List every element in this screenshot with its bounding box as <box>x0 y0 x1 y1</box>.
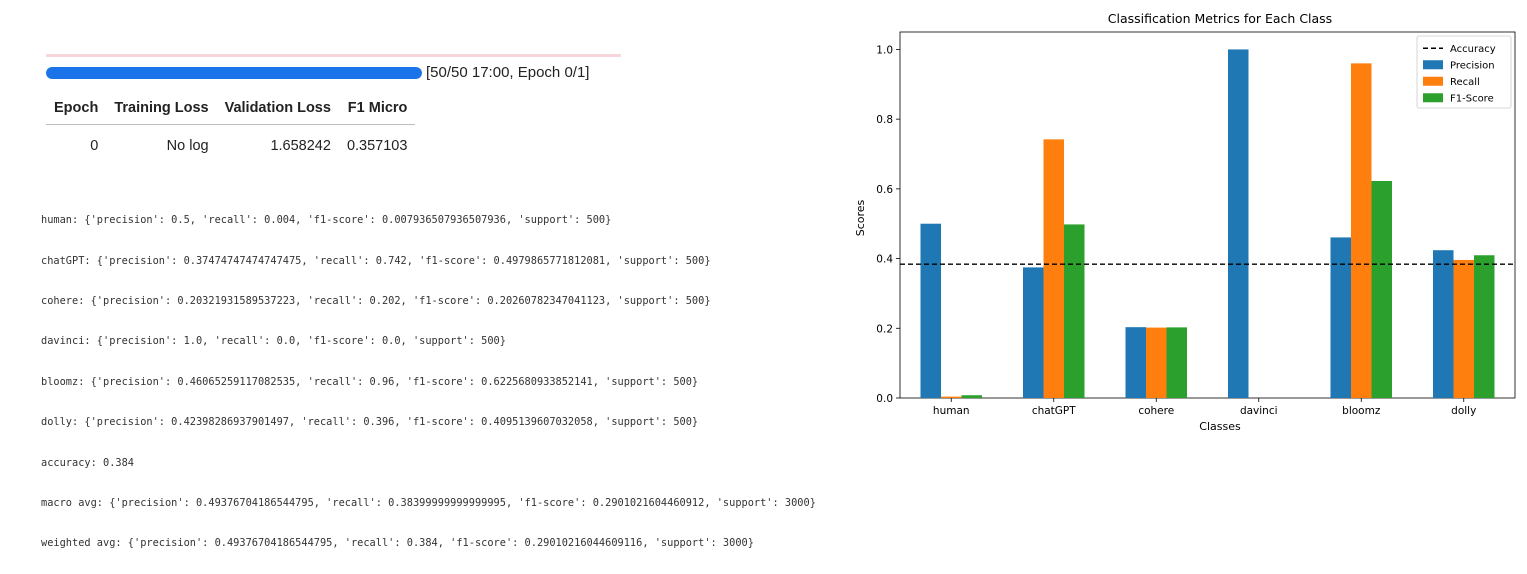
report-line-bloomz: bloomz: {'precision': 0.4606525911708253… <box>41 375 699 388</box>
x-tick-label: human <box>933 405 970 417</box>
cell-epoch: 0 <box>90 138 99 154</box>
legend-box <box>1416 35 1512 109</box>
report-line-cohere: cohere: {'precision': 0.2032193158953722… <box>41 295 711 308</box>
progress-divider <box>46 54 621 57</box>
progress-status-text: [50/50 17:00, Epoch 0/1] <box>426 64 590 81</box>
bar-precision-bloomz <box>1330 237 1351 398</box>
cell-training-loss: No log <box>166 138 209 154</box>
y-tick-label: 0.6 <box>876 184 893 196</box>
bar-f1-score-human <box>961 395 982 398</box>
training-metrics-table: Epoch Training Loss Validation Loss F1 M… <box>46 96 416 161</box>
classification-report-output: human: {'precision': 0.5, 'recall': 0.00… <box>41 190 816 574</box>
report-line-weighted-avg: weighted avg: {'precision': 0.4937670418… <box>41 537 754 550</box>
y-axis-label: Scores <box>854 199 867 236</box>
progress-bar <box>46 66 422 79</box>
plot-area: 0.0 0.2 0.4 0.6 0.8 1.0 human chatGPT cohere davi… <box>876 31 1516 417</box>
legend-swatch-precision <box>1423 60 1443 70</box>
bar-recall-dolly <box>1453 259 1474 398</box>
legend-label-precision: Precision <box>1450 60 1495 71</box>
legend-label-accuracy: Accuracy <box>1450 44 1496 55</box>
legend-label-recall: Recall <box>1450 77 1480 88</box>
y-tick-label: 0.2 <box>876 323 893 335</box>
chart-title: Classification Metrics for Each Class <box>1108 11 1332 26</box>
bar-precision-cohere <box>1125 327 1146 398</box>
cell-f1-micro: 0.357103 <box>346 138 408 154</box>
report-line-davinci: davinci: {'precision': 1.0, 'recall': 0.… <box>41 335 506 348</box>
x-tick-label: cohere <box>1138 405 1174 417</box>
bar-recall-human <box>941 396 962 398</box>
cell-validation-loss: 1.658242 <box>270 138 331 154</box>
x-axis-label: Classes <box>1199 420 1241 433</box>
bar-recall-bloomz <box>1351 63 1372 398</box>
x-tick-label: dolly <box>1451 405 1476 417</box>
bar-f1-score-chatgpt <box>1064 224 1085 398</box>
classification-metrics-chart: Classification Metrics for Each Class Cl… <box>854 11 1516 433</box>
bar-precision-davinci <box>1228 49 1249 399</box>
y-tick-label: 1.0 <box>876 44 893 56</box>
report-line-accuracy: accuracy: 0.384 <box>41 456 134 469</box>
bar-precision-chatgpt <box>1023 267 1044 398</box>
bar-precision-dolly <box>1433 250 1454 398</box>
plot-frame <box>899 31 1516 399</box>
bar-f1-score-dolly <box>1474 255 1495 398</box>
report-line-macro-avg: macro avg: {'precision': 0.4937670418654… <box>41 497 816 510</box>
legend-swatch-recall <box>1423 76 1443 86</box>
bar-f1-score-cohere <box>1166 327 1187 398</box>
y-tick-label: 0.0 <box>876 393 893 405</box>
column-header-training-loss: Training Loss <box>106 96 217 125</box>
legend-swatch-f1-score <box>1423 93 1443 103</box>
legend-label-f1-score: F1-Score <box>1450 93 1494 104</box>
progress-bar-fill <box>46 66 422 79</box>
progress-row: [50/50 17:00, Epoch 0/1] <box>46 64 589 81</box>
table-header-row: Epoch Training Loss Validation Loss F1 M… <box>46 96 416 125</box>
bar-f1-score-bloomz <box>1371 180 1392 398</box>
y-tick-label: 0.8 <box>876 114 893 126</box>
column-header-f1-micro: F1 Micro <box>338 96 416 125</box>
x-tick-label: davinci <box>1240 405 1278 417</box>
table-row: 0 No log 1.658242 0.357103 <box>46 125 415 161</box>
bar-recall-cohere <box>1146 327 1167 398</box>
x-tick-label: bloomz <box>1342 405 1381 417</box>
report-line-dolly: dolly: {'precision': 0.42398286937901497… <box>41 416 699 429</box>
bar-precision-human <box>920 223 941 398</box>
bar-recall-chatgpt <box>1043 139 1064 399</box>
report-line-chatgpt: chatGPT: {'precision': 0.374747474747474… <box>41 254 711 267</box>
column-header-validation-loss: Validation Loss <box>216 96 339 125</box>
y-tick-label: 0.4 <box>876 254 893 266</box>
x-tick-label: chatGPT <box>1032 405 1076 417</box>
report-line-human: human: {'precision': 0.5, 'recall': 0.00… <box>41 214 612 227</box>
column-header-epoch: Epoch <box>46 96 107 125</box>
